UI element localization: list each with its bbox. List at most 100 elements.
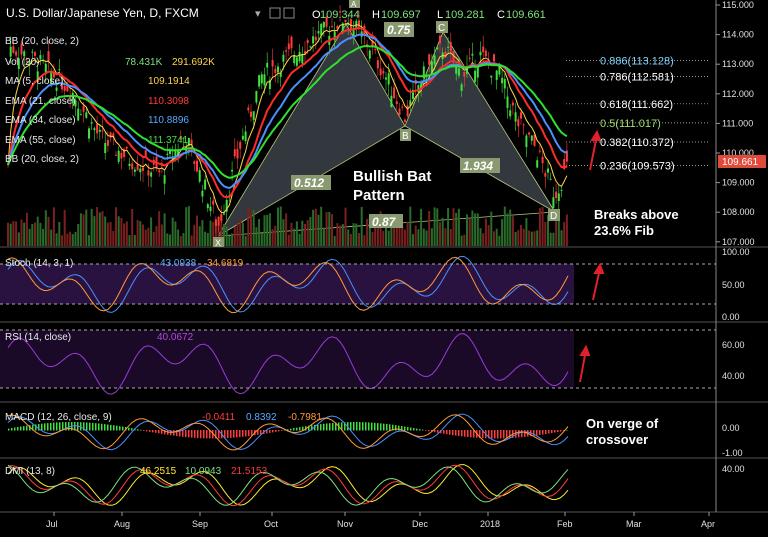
candle-body [220, 214, 223, 221]
volume-bar [12, 221, 15, 246]
macd-histogram-bar [149, 430, 151, 432]
volume-bar [69, 231, 72, 246]
volume-bar [206, 232, 209, 246]
volume-bar [533, 231, 536, 246]
rsi-line [7, 333, 569, 395]
candle-body [212, 200, 215, 205]
macd-histogram-bar [515, 430, 517, 438]
macd-histogram-bar [425, 430, 427, 431]
macd-histogram-bar [383, 423, 385, 431]
dmi-label[interactable]: DMI (13, 8) [5, 466, 55, 477]
time-tick-label: 2018 [480, 519, 500, 529]
volume-bar [376, 219, 379, 246]
candle-body [266, 62, 269, 68]
macd-histogram-bar [278, 430, 280, 432]
candle-body [387, 73, 390, 85]
volume-bar [182, 233, 185, 246]
volume-bar [358, 233, 360, 246]
candle-body [395, 101, 398, 105]
volume-bar [214, 223, 217, 246]
macd-label[interactable]: MACD (12, 26, close, 9) [5, 412, 112, 423]
volume-bar [125, 221, 128, 246]
volume-bar [225, 226, 228, 246]
macd-histogram-bar [260, 430, 262, 435]
bb1-label[interactable]: BB (20, close, 2) [5, 36, 79, 47]
candle-body [295, 57, 298, 66]
settings-icon[interactable] [269, 7, 281, 19]
ohlc-o-value: 109.344 [320, 9, 360, 21]
macd-histogram-bar [236, 430, 238, 438]
macd-histogram-bar [197, 430, 199, 439]
volume-bar [63, 209, 66, 246]
volume-bar [106, 222, 109, 246]
candle-body [101, 130, 104, 132]
candle-body [552, 197, 555, 208]
verge-annotation-line2: crossover [586, 432, 648, 447]
volume-bar [549, 232, 552, 246]
macd-histogram-bar [281, 430, 283, 431]
eye-icon[interactable] [283, 7, 295, 19]
volume-bar [530, 231, 533, 246]
macd-histogram-bar [95, 423, 97, 431]
volume-bar [468, 218, 471, 246]
volume-bar [560, 230, 563, 246]
macd-histogram-bar [227, 430, 229, 439]
macd-histogram-bar [116, 425, 118, 431]
volume-bar [25, 212, 28, 246]
ohlc-o-label: O [312, 9, 321, 21]
macd-histogram-bar [494, 430, 496, 439]
chevron-down-icon[interactable]: ▾ [255, 8, 261, 20]
ohlc-c-label: C [497, 9, 505, 21]
time-tick-label: Oct [264, 519, 279, 529]
ohlc-c-value: 109.661 [506, 9, 546, 21]
volume-bar [58, 221, 61, 246]
volume-bar [522, 228, 525, 246]
bb2-label[interactable]: BB (20, close, 2) [5, 154, 79, 165]
ema21-label[interactable]: EMA (21, close) [5, 96, 76, 107]
volume-bar [198, 226, 201, 246]
ma-label[interactable]: MA (5, close) [5, 76, 63, 87]
vol-label[interactable]: Vol (20) [5, 57, 39, 68]
volume-bar [447, 207, 450, 246]
macd-histogram-bar [176, 430, 178, 437]
candle-body [28, 61, 31, 65]
stoch-label[interactable]: Stoch (14, 3, 1) [5, 258, 73, 269]
candle-body [47, 51, 50, 62]
macd-histogram-bar [377, 423, 379, 431]
volume-bar [74, 231, 77, 246]
volume-bar [463, 234, 466, 246]
ema34-label[interactable]: EMA (34, close) [5, 115, 76, 126]
volume-bar [339, 225, 342, 246]
candle-body [252, 111, 255, 120]
macd-histogram-bar [242, 430, 244, 437]
candle-body [309, 46, 312, 48]
arrow-rsi-up [579, 354, 586, 383]
candle-body [528, 132, 531, 135]
volume-bar [244, 235, 247, 246]
volume-bar [366, 218, 369, 246]
macd-histogram-bar [122, 426, 124, 431]
volume-bar [317, 214, 320, 246]
volume-bar [387, 230, 390, 246]
macd-histogram-bar [182, 430, 184, 437]
candle-body [223, 213, 225, 215]
volume-bar [444, 228, 447, 246]
macd-histogram-bar [293, 428, 295, 431]
macd-histogram-bar [548, 430, 550, 434]
volume-bar [174, 221, 177, 246]
macd-histogram-bar [35, 424, 37, 431]
candle-body [439, 35, 441, 44]
candle-body [112, 133, 115, 138]
volume-bar [420, 208, 423, 246]
candle-body [147, 170, 150, 176]
macd-histogram-bar [554, 430, 556, 433]
ema55-label[interactable]: EMA (55, close) [5, 135, 76, 146]
candle-body [290, 36, 293, 49]
rsi-label[interactable]: RSI (14, close) [5, 332, 71, 343]
volume-bar [123, 223, 126, 246]
price-tick-label: 110.000 [722, 148, 754, 158]
candle-body [403, 119, 406, 123]
volume-bar [115, 207, 117, 246]
rsi-band [0, 330, 574, 388]
